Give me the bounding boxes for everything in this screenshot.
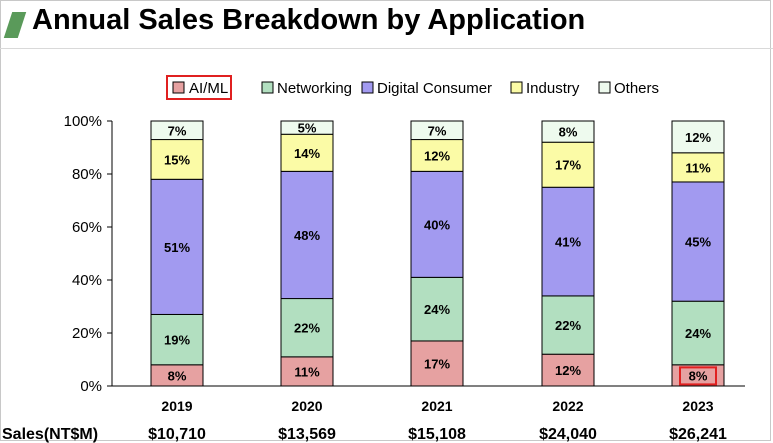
data-label-2019-networking: 19%	[164, 333, 190, 348]
data-label-2023-industry: 11%	[685, 160, 711, 175]
sales-value-2022: $24,040	[539, 426, 597, 443]
sales-row-label: Sales(NT$M)	[2, 426, 98, 443]
legend-swatch-ai-ml	[172, 81, 185, 94]
legend-highlight-box	[166, 75, 232, 100]
bar-segment-2022-others	[541, 120, 595, 143]
bar-segment-2022-digital-consumer	[541, 186, 595, 297]
bar-segment-2020-others	[280, 120, 334, 135]
data-label-2019-industry: 15%	[164, 152, 190, 167]
data-label-2021-digital-consumer: 40%	[424, 217, 450, 232]
y-tick-label: 100%	[64, 113, 102, 130]
legend-swatch-digital-consumer	[361, 81, 374, 94]
data-label-2021-industry: 12%	[424, 148, 450, 163]
data-label-2022-digital-consumer: 41%	[555, 235, 581, 250]
bar-segment-2021-others	[410, 120, 464, 141]
data-label-2023-ai-ml: 8%	[689, 368, 708, 383]
data-label-2019-digital-consumer: 51%	[164, 240, 190, 255]
legend-label-networking: Networking	[277, 80, 352, 97]
data-label-2022-others: 8%	[559, 125, 578, 140]
bar-highlight-box-2023	[679, 366, 717, 386]
bar-segment-2022-industry	[541, 141, 595, 188]
bar-segment-2020-industry	[280, 133, 334, 172]
data-label-2022-ai-ml: 12%	[555, 363, 581, 378]
sales-value-2020: $13,569	[278, 426, 336, 443]
bar-segment-2023-digital-consumer	[671, 181, 725, 302]
sales-value-2021: $15,108	[408, 426, 466, 443]
legend-label-industry: Industry	[526, 80, 580, 97]
legend-label-digital-consumer: Digital Consumer	[377, 80, 492, 97]
x-tick-label-2021: 2021	[421, 398, 452, 414]
bar-segment-2020-digital-consumer	[280, 170, 334, 300]
y-tick-label: 0%	[80, 378, 102, 395]
data-label-2019-ai-ml: 8%	[168, 368, 187, 383]
y-tick-label: 80%	[72, 166, 102, 183]
data-label-2020-industry: 14%	[294, 146, 320, 161]
sales-value-2019: $10,710	[148, 426, 206, 443]
x-tick-label-2022: 2022	[552, 398, 583, 414]
data-label-2020-others: 5%	[298, 121, 317, 136]
x-tick-label-2020: 2020	[291, 398, 322, 414]
data-label-2021-ai-ml: 17%	[424, 356, 450, 371]
y-tick-label: 60%	[72, 219, 102, 236]
page-title: Annual Sales Breakdown by Application	[32, 4, 586, 36]
data-label-2020-digital-consumer: 48%	[294, 228, 320, 243]
x-tick-label-2019: 2019	[161, 398, 192, 414]
data-label-2023-digital-consumer: 45%	[685, 235, 711, 250]
bar-segment-2021-digital-consumer	[410, 170, 464, 278]
bar-segment-2020-networking	[280, 298, 334, 358]
data-label-2023-networking: 24%	[685, 326, 711, 341]
x-tick-label-2023: 2023	[682, 398, 713, 414]
legend-swatch-networking	[261, 81, 274, 94]
data-label-2020-ai-ml: 11%	[294, 364, 320, 379]
bar-segment-2020-ai-ml	[280, 356, 334, 387]
y-tick-label: 40%	[72, 272, 102, 289]
sales-value-2023: $26,241	[669, 426, 727, 443]
bar-segment-2019-digital-consumer	[150, 178, 204, 315]
data-label-2023-others: 12%	[685, 130, 711, 145]
data-label-2020-networking: 22%	[294, 321, 320, 336]
bar-segment-2019-networking	[150, 313, 204, 366]
data-label-2022-industry: 17%	[555, 158, 581, 173]
bar-segment-2022-ai-ml	[541, 353, 595, 387]
legend-swatch-industry	[510, 81, 523, 94]
y-tick-label: 20%	[72, 325, 102, 342]
bar-segment-2021-ai-ml	[410, 340, 464, 387]
bar-segment-2019-others	[150, 120, 204, 141]
legend-label-ai-ml: AI/ML	[189, 80, 228, 97]
data-label-2021-others: 7%	[428, 123, 447, 138]
bar-segment-2019-industry	[150, 139, 204, 180]
bar-segment-2021-networking	[410, 276, 464, 342]
bar-segment-2022-networking	[541, 295, 595, 355]
data-label-2021-networking: 24%	[424, 302, 450, 317]
legend-swatch-others	[598, 81, 611, 94]
bar-segment-2023-others	[671, 120, 725, 154]
data-label-2019-others: 7%	[168, 123, 187, 138]
legend-label-others: Others	[614, 80, 659, 97]
data-label-2022-networking: 22%	[555, 318, 581, 333]
title-divider	[0, 48, 773, 49]
bar-segment-2023-networking	[671, 300, 725, 366]
